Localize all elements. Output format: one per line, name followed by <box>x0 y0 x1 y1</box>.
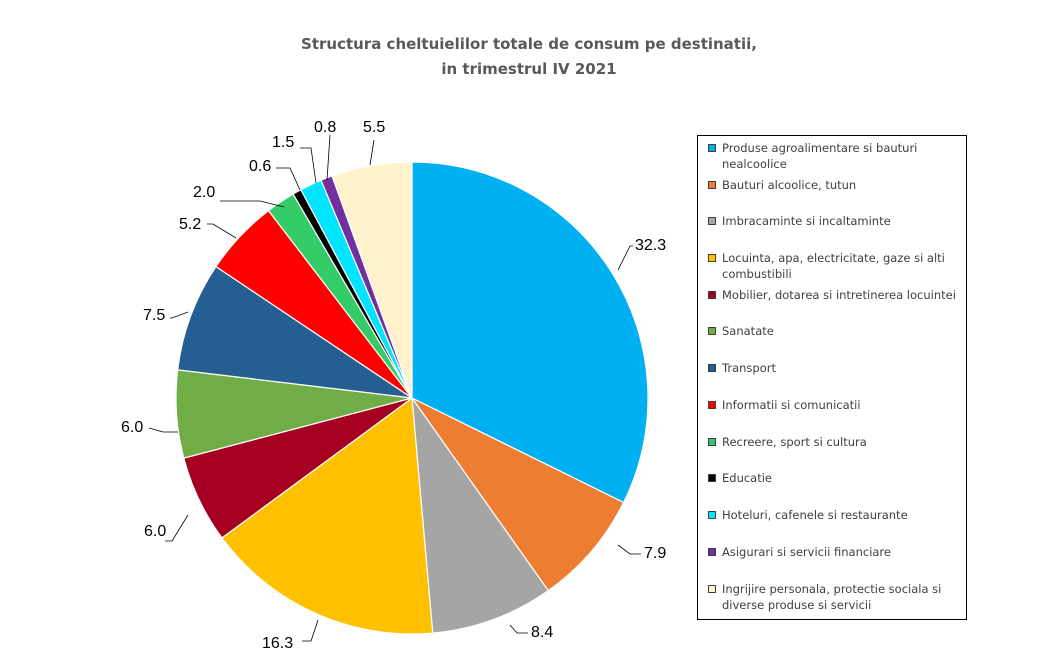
data-label: 6.0 <box>121 419 143 436</box>
chart-title: Structura cheltuielilor totale de consum… <box>301 35 757 53</box>
legend-swatch <box>708 144 716 152</box>
legend-label: Imbracaminte si incaltaminte <box>722 214 891 228</box>
data-label: 16.3 <box>262 635 293 652</box>
legend-label: Bauturi alcoolice, tutun <box>722 178 857 192</box>
legend-label: Sanatate <box>722 324 774 338</box>
legend-label: Locuinta, apa, electricitate, gaze si al… <box>722 251 945 281</box>
legend-swatch <box>708 401 716 409</box>
legend-swatch <box>708 364 716 372</box>
pie-slice <box>411 397 625 592</box>
leader-line <box>170 311 189 319</box>
data-label: 7.9 <box>644 545 666 562</box>
legend-swatch <box>708 438 716 446</box>
legend-item: Imbracaminte si incaltaminte <box>708 213 964 229</box>
legend-item: Locuinta, apa, electricitate, gaze si al… <box>708 250 964 282</box>
data-label: 2.0 <box>193 184 215 201</box>
leader-line <box>617 544 641 555</box>
legend-swatch <box>708 474 716 482</box>
legend-swatch <box>708 327 716 335</box>
data-label: 8.4 <box>531 624 553 641</box>
legend-item: Educatie <box>708 470 964 486</box>
legend-item: Bauturi alcoolice, tutun <box>708 177 964 193</box>
data-label: 0.6 <box>249 158 271 175</box>
legend-item: Sanatate <box>708 323 964 339</box>
data-label: 1.5 <box>272 134 294 151</box>
legend-swatch <box>708 291 716 299</box>
legend-item: Produse agroalimentare si bauturi nealco… <box>708 140 964 172</box>
legend-swatch <box>708 548 716 556</box>
leader-line <box>300 147 317 184</box>
legend-item: Hoteluri, cafenele si restaurante <box>708 507 964 523</box>
legend-item: Informatii si comunicatii <box>708 397 964 413</box>
leader-line <box>326 134 331 181</box>
legend-label: Ingrijire personala, protectie sociala s… <box>722 582 942 612</box>
pie-slices <box>175 161 649 635</box>
data-label: 7.5 <box>143 307 165 324</box>
legend-label: Produse agroalimentare si bauturi nealco… <box>722 141 918 171</box>
pie-slice <box>221 396 434 635</box>
legend-label: Mobilier, dotarea si intretinerea locuin… <box>722 288 956 302</box>
pie-slice <box>177 265 413 399</box>
legend-swatch <box>708 217 716 225</box>
legend-item: Mobilier, dotarea si intretinerea locuin… <box>708 287 964 303</box>
leader-line <box>148 427 178 433</box>
legend-label: Hoteluri, cafenele si restaurante <box>722 508 908 522</box>
legend-swatch <box>708 585 716 593</box>
legend-swatch <box>708 511 716 519</box>
leader-line <box>369 139 375 166</box>
pie-data-labels: 32.3 7.9 8.4 16.3 6.0 6.0 7.5 5.2 2.0 0.61.5 0.8 5.… <box>121 119 666 652</box>
legend-label: Transport <box>722 361 776 375</box>
leader-line <box>509 624 528 634</box>
pie-slice <box>331 161 413 399</box>
data-label: 5.2 <box>179 216 201 233</box>
leader-line <box>302 619 319 642</box>
chart-subtitle: in trimestrul IV 2021 <box>441 60 617 78</box>
data-label: 5.5 <box>363 119 385 136</box>
leader-line <box>276 167 301 191</box>
legend-label: Informatii si comunicatii <box>722 398 861 412</box>
data-label: 0.8 <box>314 119 336 136</box>
chart-legend: Produse agroalimentare si bauturi nealco… <box>697 135 967 620</box>
legend-swatch <box>708 181 716 189</box>
legend-item: Transport <box>708 360 964 376</box>
data-label: 32.3 <box>635 237 666 254</box>
leader-line <box>165 514 189 542</box>
legend-label: Recreere, sport si cultura <box>722 435 867 449</box>
leader-line <box>220 200 285 208</box>
legend-item: Asigurari si servicii financiare <box>708 544 964 560</box>
legend-swatch <box>708 254 716 262</box>
leader-line <box>207 223 237 239</box>
legend-item: Recreere, sport si cultura <box>708 434 964 450</box>
leader-line <box>617 245 633 271</box>
pie-slice <box>411 395 550 634</box>
legend-label: Educatie <box>722 471 773 485</box>
pie-slice <box>411 161 649 504</box>
legend-item: Ingrijire personala, protectie sociala s… <box>708 581 964 613</box>
legend-label: Asigurari si servicii financiare <box>722 545 891 559</box>
data-label: 6.0 <box>144 523 166 540</box>
